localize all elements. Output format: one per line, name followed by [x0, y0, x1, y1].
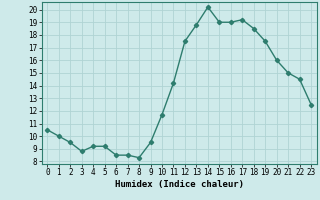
X-axis label: Humidex (Indice chaleur): Humidex (Indice chaleur)	[115, 180, 244, 189]
